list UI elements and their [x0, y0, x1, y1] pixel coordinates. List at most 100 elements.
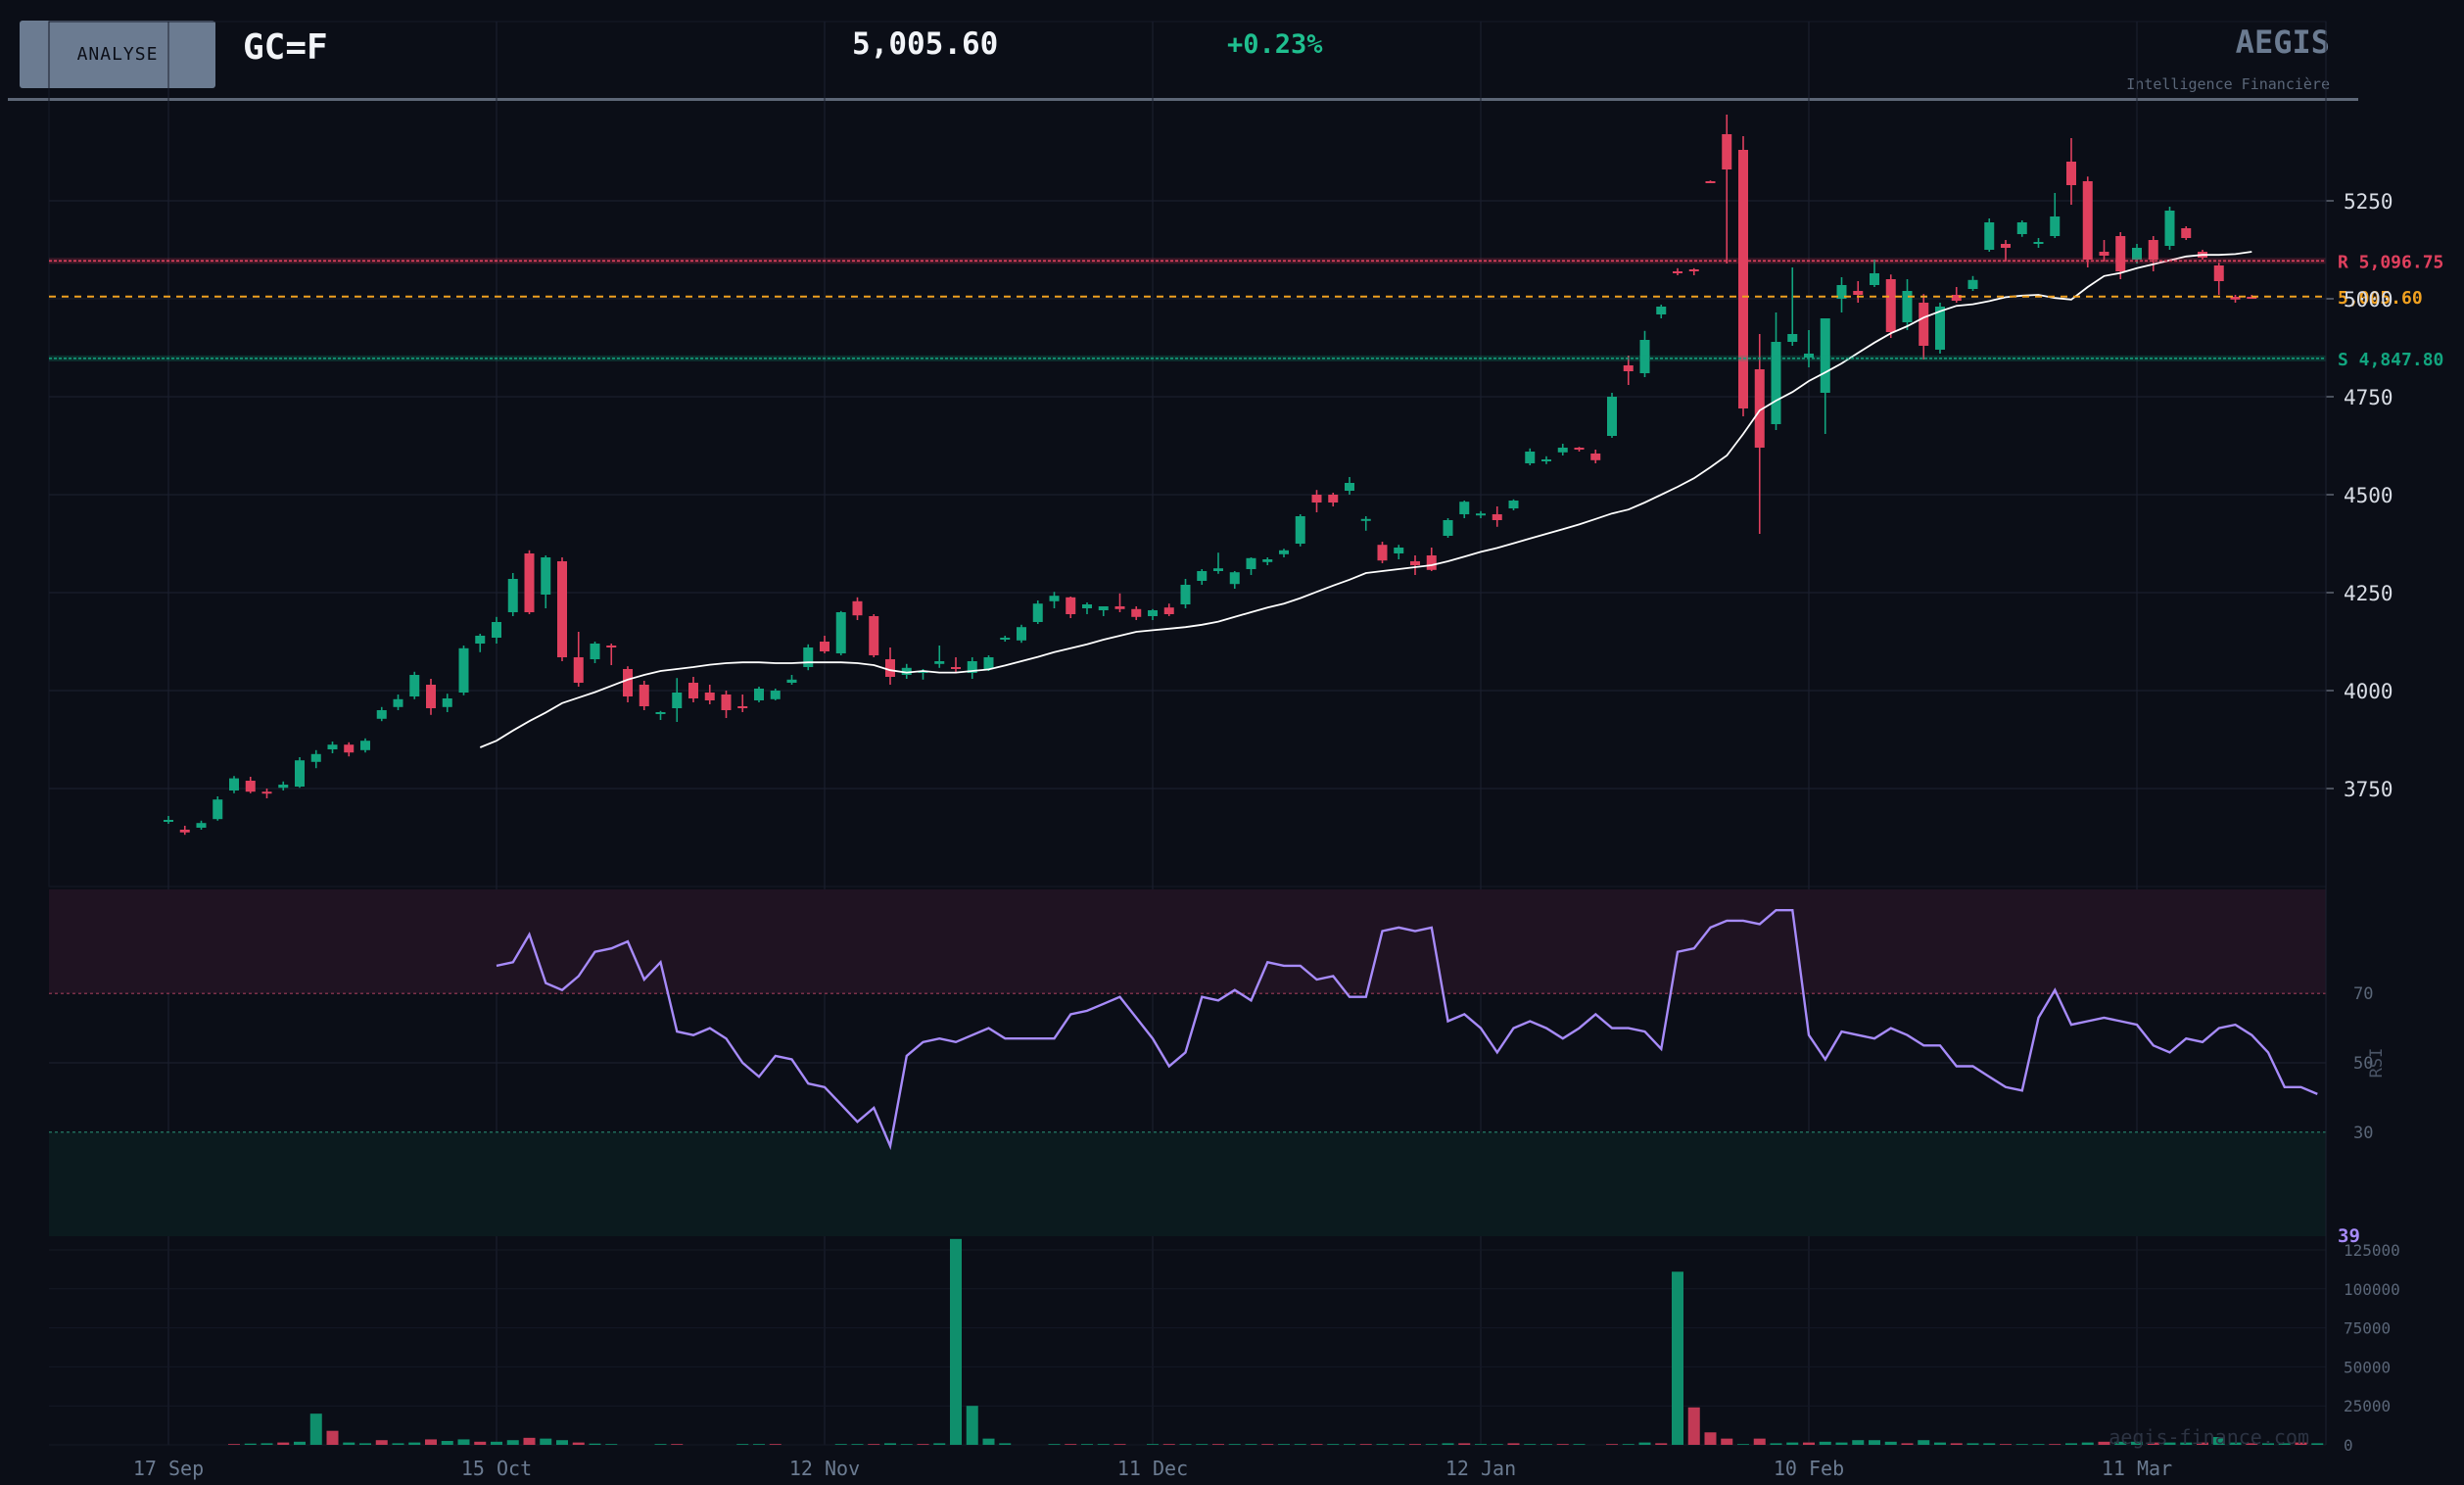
- volume-bar: [1359, 1444, 1372, 1445]
- time-tick-label: 17 Sep: [133, 1457, 204, 1480]
- candle-body: [1148, 610, 1158, 616]
- candle-body: [1197, 571, 1208, 581]
- candle-body: [1951, 295, 1962, 301]
- candle-body: [1541, 459, 1551, 461]
- header-divider: [8, 98, 2358, 101]
- volume-bar: [1147, 1444, 1159, 1445]
- volume-tick-label: 125000: [2344, 1241, 2400, 1260]
- candle-body: [541, 557, 551, 595]
- candle-body: [1246, 557, 1256, 569]
- candle-body: [1722, 134, 1732, 169]
- candle-body: [967, 661, 977, 673]
- candle-body: [1377, 545, 1388, 561]
- candle-body: [770, 691, 781, 699]
- candle-body: [623, 669, 633, 696]
- volume-bar: [1048, 1444, 1061, 1445]
- candle-body: [1590, 454, 1601, 460]
- rsi-tick-label: 30: [2353, 1124, 2373, 1143]
- candle-body: [1656, 307, 1667, 314]
- volume-bar: [326, 1430, 339, 1445]
- candle-body: [1623, 365, 1634, 371]
- candle-body: [344, 744, 355, 753]
- candle-body: [261, 791, 272, 794]
- candle-body: [442, 698, 452, 707]
- volume-bar: [1228, 1444, 1241, 1445]
- candle-body: [918, 671, 928, 673]
- volume-bar: [1852, 1440, 1865, 1445]
- candle-body: [869, 616, 879, 655]
- candle-body: [2033, 242, 2044, 244]
- candle-body: [2115, 236, 2126, 271]
- rsi-last-value: 39: [2338, 1225, 2360, 1247]
- volume-bar: [982, 1438, 995, 1445]
- candle-body: [2164, 211, 2175, 246]
- candle-body: [1114, 606, 1125, 609]
- candle-body: [1639, 340, 1650, 373]
- current-price: 5,005.60: [852, 26, 999, 62]
- price-tick-label: 4000: [2344, 680, 2393, 703]
- price-change: +0.23%: [1227, 29, 1323, 60]
- candle-body: [1066, 597, 1076, 614]
- candle-body: [196, 823, 207, 828]
- candle-body: [2066, 162, 2076, 185]
- candle-body: [2001, 244, 2011, 248]
- rsi-axis-label: RSI: [2367, 1048, 2387, 1078]
- volume-bar: [375, 1440, 388, 1445]
- volume-bar: [2197, 1442, 2208, 1445]
- candle-body: [786, 679, 797, 683]
- volume-bar: [277, 1442, 290, 1445]
- candle-body: [2181, 228, 2192, 238]
- candle-body: [1098, 606, 1109, 610]
- volume-bar: [1638, 1442, 1651, 1445]
- candle-body: [376, 710, 387, 719]
- volume-bar: [1179, 1444, 1192, 1445]
- candle-body: [1820, 318, 1830, 393]
- candle-body: [688, 683, 698, 698]
- overbought-zone: [49, 889, 2326, 994]
- volume-bar: [1310, 1444, 1323, 1445]
- volume-bar: [1162, 1444, 1175, 1445]
- volume-bar: [1704, 1432, 1717, 1445]
- volume-bar: [1770, 1443, 1782, 1445]
- volume-bar: [1966, 1443, 1979, 1445]
- analyse-button[interactable]: ANALYSE: [20, 21, 215, 88]
- ticker-symbol: GC=F: [243, 27, 328, 68]
- volume-bar: [2229, 1442, 2242, 1445]
- volume-bar: [1065, 1444, 1077, 1445]
- volume-bar: [950, 1238, 962, 1445]
- candle-body: [1754, 369, 1765, 448]
- candle-body: [1738, 150, 1748, 408]
- volume-bar: [1081, 1444, 1093, 1445]
- candle-body: [507, 579, 518, 612]
- volume-bar: [1753, 1438, 1766, 1445]
- volume-bar: [540, 1438, 552, 1445]
- volume-bar: [2098, 1441, 2110, 1445]
- candle-body: [1360, 518, 1371, 521]
- candle-body: [1853, 291, 1864, 295]
- volume-bar: [1786, 1442, 1799, 1445]
- volume-bar: [2032, 1444, 2045, 1445]
- candle-body: [901, 667, 912, 675]
- candle-body: [1410, 561, 1420, 565]
- candle-body: [590, 644, 600, 659]
- candle-body: [2213, 265, 2224, 281]
- volume-bar: [1097, 1444, 1110, 1445]
- time-tick-label: 11 Dec: [1117, 1457, 1188, 1480]
- volume-bar: [572, 1442, 585, 1445]
- candle-body: [1426, 555, 1437, 570]
- volume-bar: [1556, 1444, 1569, 1445]
- volume-tick-label: 75000: [2344, 1319, 2391, 1338]
- candle-body: [1163, 607, 1174, 614]
- volume-bar: [1655, 1443, 1668, 1445]
- rsi-tick-label: 50: [2353, 1054, 2373, 1074]
- volume-bar: [523, 1437, 536, 1445]
- volume-bar: [1606, 1444, 1618, 1445]
- volume-bar: [999, 1443, 1012, 1445]
- candle-body: [639, 685, 649, 706]
- candle-body: [475, 636, 486, 644]
- volume-bar: [2246, 1443, 2258, 1445]
- candle-body: [1607, 397, 1617, 436]
- candle-body: [1000, 638, 1011, 640]
- candle-body: [852, 600, 863, 616]
